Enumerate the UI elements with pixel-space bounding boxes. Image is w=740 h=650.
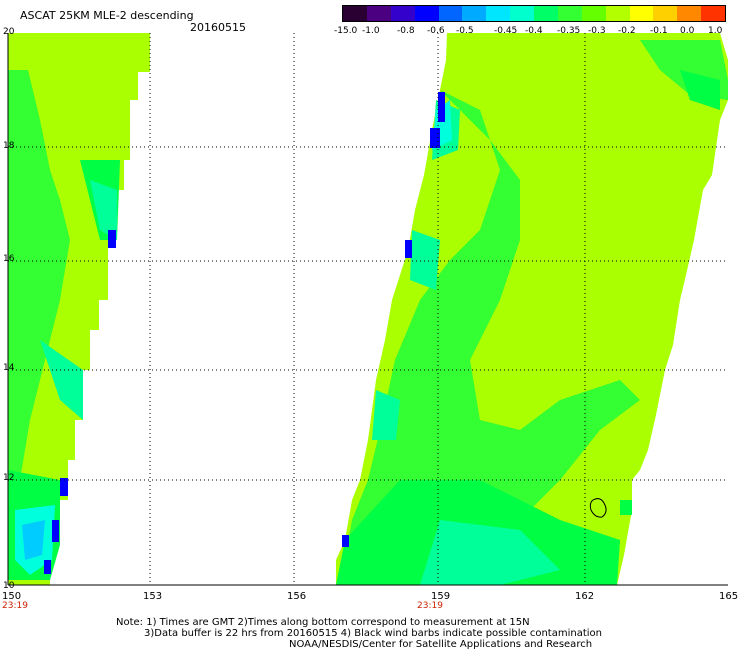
colorbar-swatch (343, 6, 367, 21)
swath-left-green (8, 70, 70, 520)
swath-right-blue-s (342, 535, 349, 547)
contamination-contour (589, 498, 607, 518)
colorbar-tick-label: 0.0 (680, 26, 695, 36)
map-date: 20160515 (190, 21, 246, 34)
note-line-1: Note: 1) Times are GMT 2)Times along bot… (116, 617, 530, 628)
colorbar-swatch (534, 6, 558, 21)
colorbar-swatch (653, 6, 678, 21)
swath-left-aqua (90, 180, 117, 240)
colorbar-tick-label: -0.4 (525, 26, 543, 36)
swath-left-blue-4 (44, 560, 51, 574)
colorbar-swatch (486, 6, 511, 21)
colorbar-tick-label: -15.0 (334, 26, 358, 36)
colorbar-swatch (390, 6, 415, 21)
lon-label-159: 159 (431, 591, 451, 602)
lon-label-153: 153 (143, 591, 163, 602)
swath-right-south-aqua (420, 520, 560, 585)
colorbar-swatch (366, 6, 391, 21)
swath-left-aqua-2 (40, 340, 83, 420)
colorbar-tick-label: -0.6 (427, 26, 445, 36)
swath-right-ne-bright (680, 70, 720, 110)
colorbar-tick-label: 1.0 (708, 26, 723, 36)
lon-label-156: 156 (287, 591, 307, 602)
colorbar-swatch (510, 6, 534, 21)
lat-label-14: 14 (3, 363, 15, 373)
colorbar-swatch (581, 6, 606, 21)
swath-right-aqua-mid (410, 230, 440, 290)
colorbar-swatch (677, 6, 702, 21)
colorbar-tick-label: -0.1 (650, 26, 668, 36)
colorbar-swatch (438, 6, 463, 21)
colorbar-tick-label: -0.35 (557, 26, 581, 36)
lat-label-16: 16 (3, 254, 15, 264)
lon-label-165: 165 (719, 591, 739, 602)
lat-label-20: 20 (3, 27, 15, 37)
lon-label-162: 162 (575, 591, 595, 602)
time-label-150: 23:19 (2, 601, 28, 611)
swath-right-green (345, 90, 640, 580)
colorbar-tick-label: -0.45 (494, 26, 518, 36)
swath-left-blue-2 (60, 478, 68, 496)
swath-left-blue-1 (108, 230, 116, 248)
colorbar-swatch (701, 6, 725, 21)
colorbar-swatch (557, 6, 582, 21)
colorbar-swatch (629, 6, 654, 21)
swath-right-blue-n (438, 92, 445, 122)
swath-right-blue-n2 (430, 128, 440, 148)
swath-right-edge-green (620, 500, 632, 515)
note-line-3: NOAA/NESDIS/Center for Satellite Applica… (289, 639, 593, 650)
lat-label-12: 12 (3, 473, 15, 483)
colorbar (342, 5, 726, 22)
colorbar-swatch (605, 6, 630, 21)
lat-label-18: 18 (3, 141, 15, 151)
swath-right-blue-mid (405, 240, 412, 258)
swath-right-aqua-lower (372, 390, 400, 440)
colorbar-swatch (462, 6, 487, 21)
lon-label-150: 150 (2, 591, 22, 602)
colorbar-tick-label: -0.5 (456, 26, 474, 36)
colorbar-tick-label: -0.2 (618, 26, 636, 36)
map-title: ASCAT 25KM MLE-2 descending (20, 9, 194, 22)
colorbar-tick-label: -0.8 (397, 26, 415, 36)
note-line-2: 3)Data buffer is 22 hrs from 20160515 4)… (144, 628, 602, 639)
colorbar-swatch (414, 6, 439, 21)
colorbar-tick-label: -0.3 (588, 26, 606, 36)
swath-left-blue-3 (52, 520, 59, 542)
colorbar-tick-label: -1.0 (362, 26, 380, 36)
swath-left-lightblue (22, 520, 45, 560)
lat-label-10: 10 (3, 581, 15, 591)
time-label-159: 23:19 (417, 601, 443, 611)
